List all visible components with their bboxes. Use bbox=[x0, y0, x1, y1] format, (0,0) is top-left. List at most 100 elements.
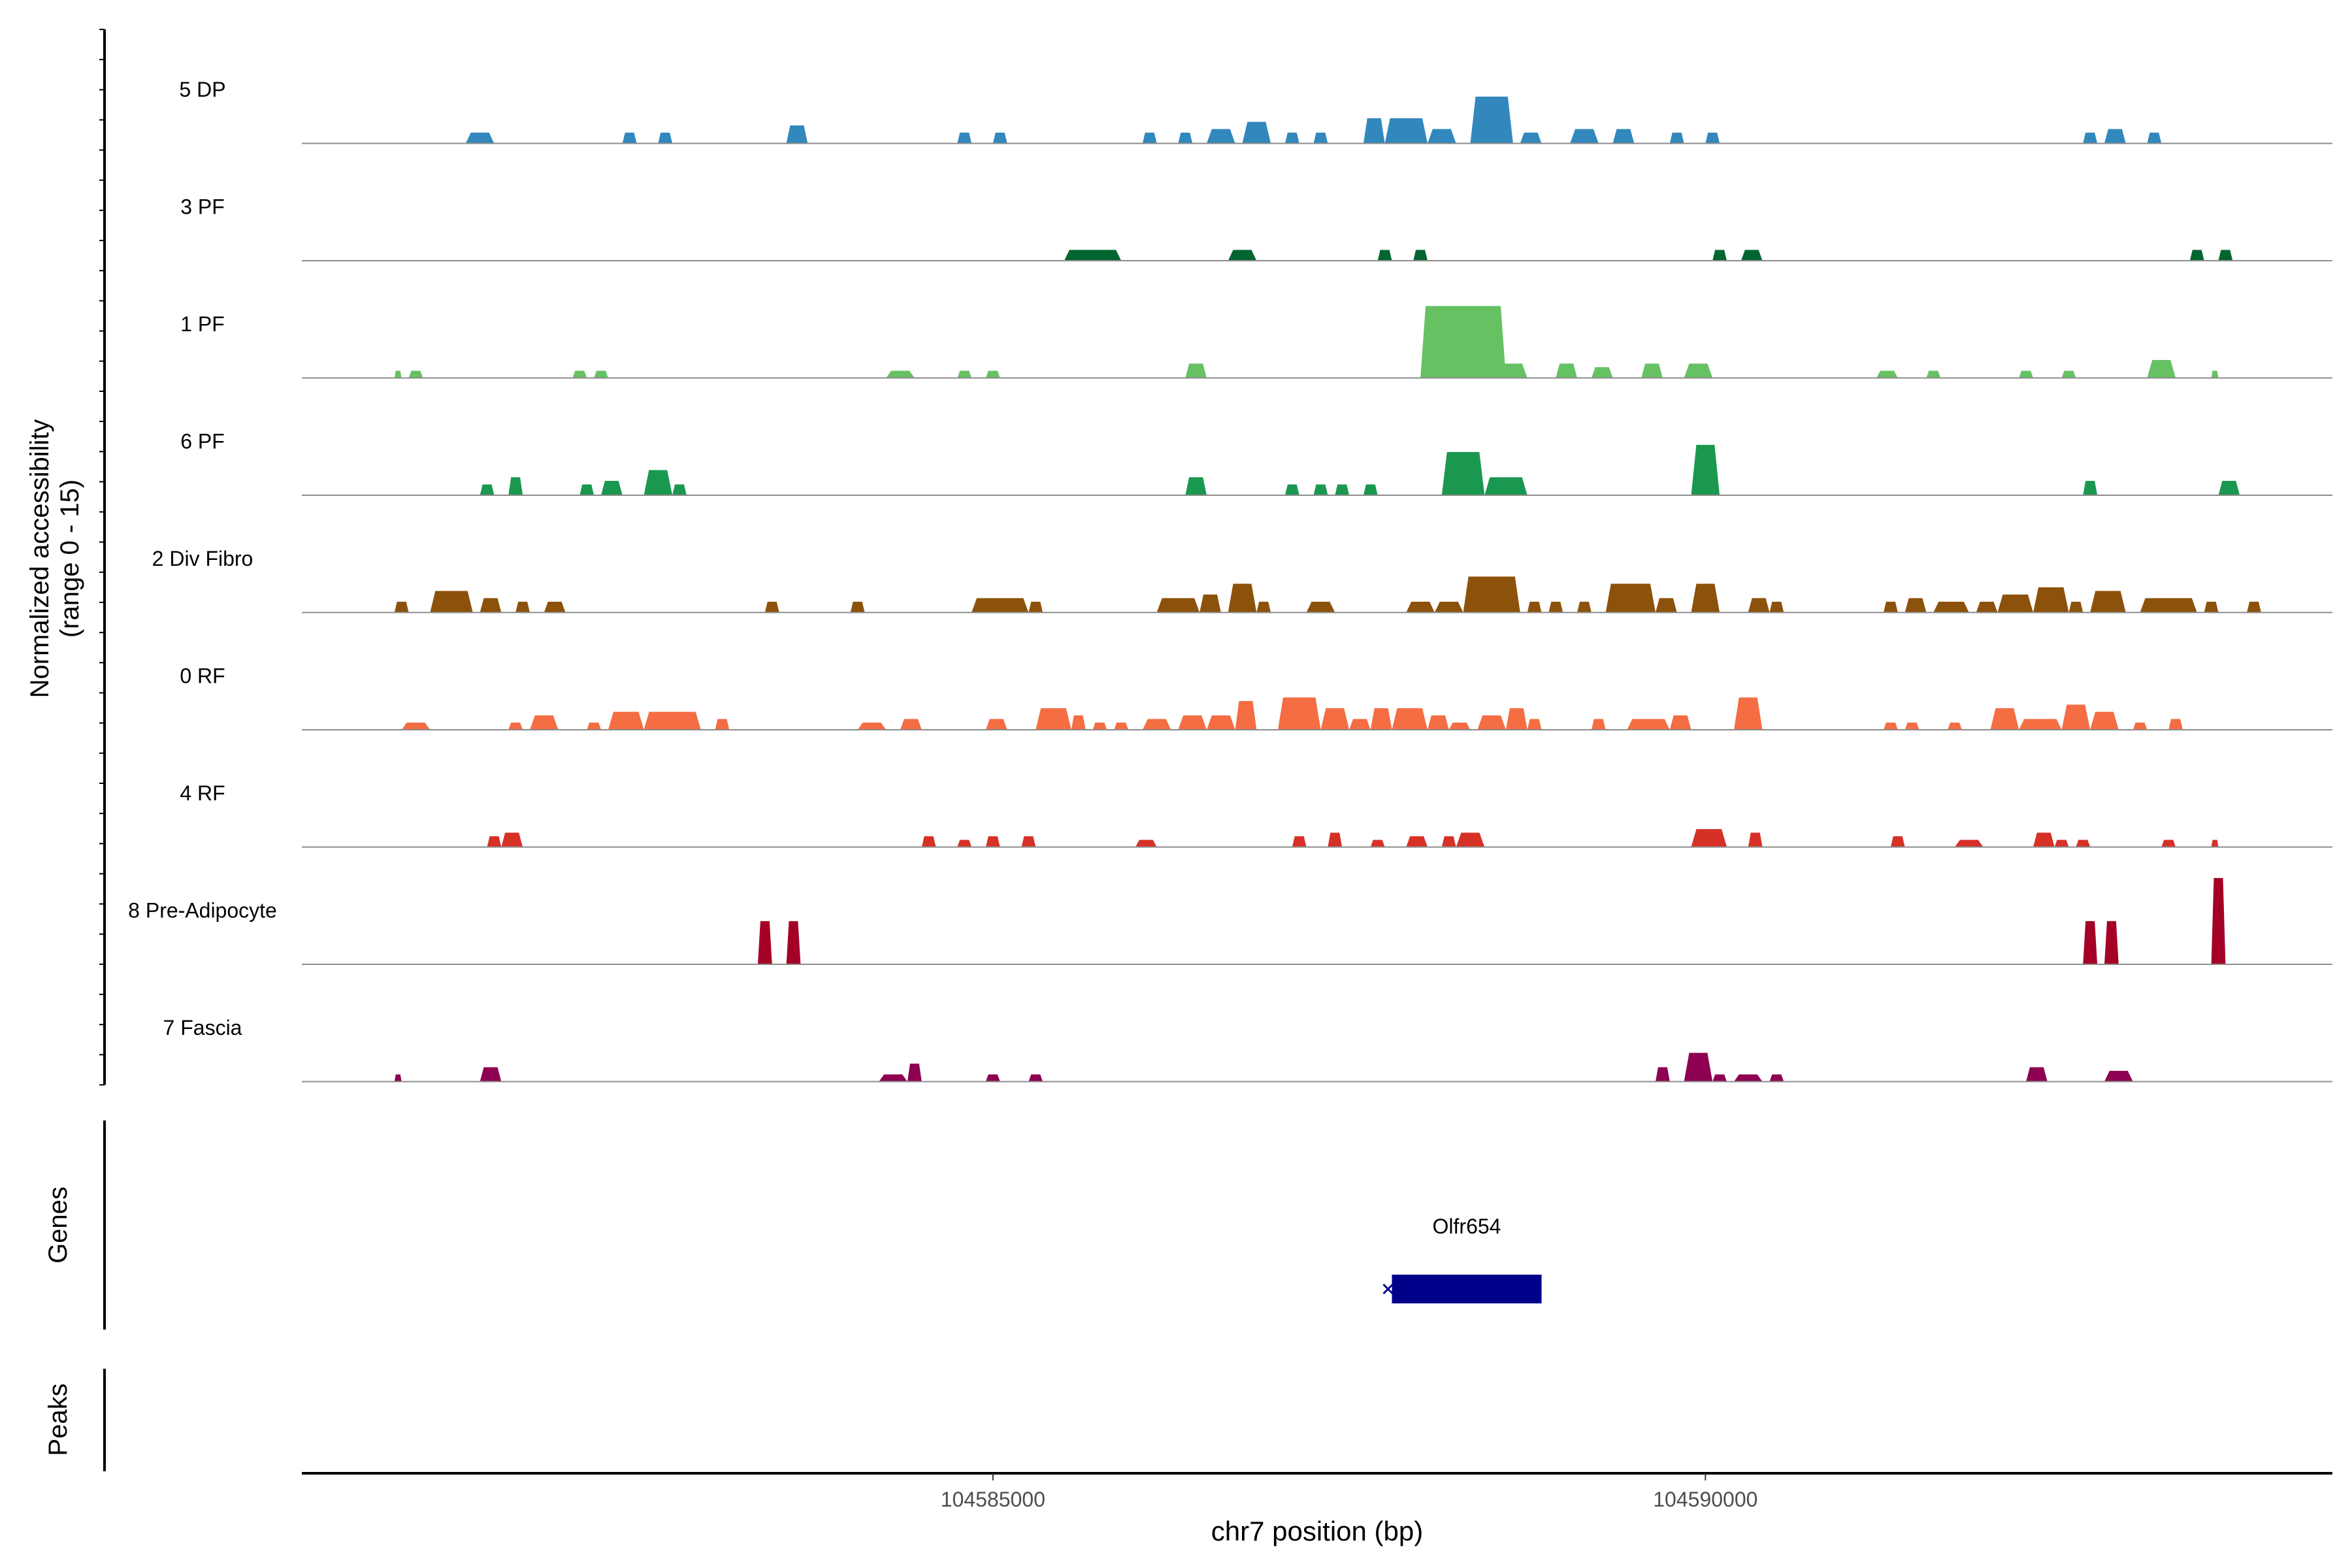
x-axis-tick-label: 104590000 bbox=[1653, 1488, 1757, 1511]
coverage-peak bbox=[2033, 587, 2069, 613]
coverage-peak bbox=[1028, 602, 1043, 613]
track-0-rf: 0 RF bbox=[180, 664, 2332, 730]
coverage-peak bbox=[1748, 598, 1770, 613]
coverage-peak bbox=[608, 711, 644, 730]
coverage-peak bbox=[1242, 122, 1271, 144]
coverage-peak bbox=[1256, 602, 1271, 613]
coverage-peak bbox=[2090, 711, 2119, 730]
coverage-peak bbox=[2132, 723, 2148, 730]
coverage-peak bbox=[465, 133, 495, 144]
coverage-peak bbox=[1306, 602, 1335, 613]
coverage-peak bbox=[1933, 602, 1969, 613]
coverage-peak bbox=[480, 1067, 502, 1082]
coverage-peak bbox=[430, 591, 473, 613]
coverage-peak bbox=[1684, 1053, 1713, 1082]
coverage-peak bbox=[508, 723, 523, 730]
coverage-peak bbox=[1320, 708, 1350, 730]
track-label: 4 RF bbox=[180, 781, 225, 805]
coverage-peak bbox=[1605, 583, 1656, 613]
track-3-pf: 3 PF bbox=[180, 195, 2332, 261]
coverage-peak bbox=[1734, 1074, 1763, 1082]
coverage-peak bbox=[1948, 723, 1962, 730]
coverage-peak bbox=[2218, 250, 2233, 261]
coverage-peak bbox=[2147, 360, 2176, 378]
coverage-peak bbox=[1904, 598, 1927, 613]
gene-name-label: Olfr654 bbox=[1433, 1215, 1501, 1238]
track-label: 3 PF bbox=[180, 195, 225, 219]
track-label: 6 PF bbox=[180, 430, 225, 453]
coverage-peak bbox=[1691, 583, 1720, 613]
coverage-peak bbox=[1392, 708, 1428, 730]
coverage-peak bbox=[1200, 595, 1221, 613]
genes-panel-label: Genes bbox=[44, 1186, 73, 1264]
coverage-peak bbox=[921, 836, 936, 847]
coverage-peak bbox=[2061, 370, 2076, 378]
x-axis-title: chr7 position (bp) bbox=[1211, 1516, 1424, 1546]
coverage-peak bbox=[1313, 484, 1328, 495]
coverage-peak bbox=[1884, 723, 1898, 730]
coverage-peak bbox=[2211, 877, 2226, 964]
coverage-peak bbox=[2218, 481, 2240, 495]
coverage-peak bbox=[1156, 598, 1200, 613]
gene-models: Olfr654 bbox=[1382, 1215, 1542, 1303]
coverage-peak bbox=[2247, 602, 2261, 613]
peaks-panel: Peaks bbox=[44, 1369, 106, 1471]
coverage-peak bbox=[1955, 840, 1984, 847]
coverage-peak bbox=[2083, 481, 2098, 495]
coverage-peak bbox=[2104, 921, 2119, 964]
coverage-peak bbox=[587, 723, 601, 730]
coverage-peak bbox=[1656, 1067, 1670, 1082]
coverage-peak bbox=[1556, 363, 1577, 378]
gene-exon bbox=[1392, 1275, 1542, 1303]
coverage-peak bbox=[1292, 836, 1307, 847]
coverage-peak bbox=[1748, 832, 1763, 847]
coverage-peak bbox=[1506, 708, 1527, 730]
coverage-peak bbox=[1684, 363, 1713, 378]
coverage-peak bbox=[1570, 129, 1599, 144]
coverage-peak bbox=[480, 484, 495, 495]
coverage-peak bbox=[1656, 598, 1677, 613]
coverage-peak bbox=[757, 921, 772, 964]
coverage-peak bbox=[1577, 602, 1592, 613]
coverage-peak bbox=[1349, 719, 1371, 730]
coverage-peak bbox=[658, 133, 673, 144]
coverage-peak bbox=[2211, 840, 2219, 847]
track-label: 8 Pre-Adipocyte bbox=[128, 899, 277, 923]
coverage-peak bbox=[394, 602, 409, 613]
coverage-peak bbox=[644, 470, 673, 495]
track-label: 1 PF bbox=[180, 312, 225, 336]
coverage-peak bbox=[1740, 250, 1763, 261]
coverage-peak bbox=[907, 1064, 922, 1082]
peaks-panel-label: Peaks bbox=[44, 1383, 73, 1456]
coverage-peak bbox=[1548, 602, 1563, 613]
coverage-peak bbox=[1185, 477, 1207, 495]
coverage-peak bbox=[1178, 715, 1207, 730]
track-5-dp: 5 DP bbox=[179, 78, 2332, 144]
coverage-peak bbox=[1627, 719, 1670, 730]
coverage-peak bbox=[786, 921, 801, 964]
coverage-peak bbox=[900, 719, 922, 730]
track-8-pre-adipocyte: 8 Pre-Adipocyte bbox=[128, 877, 2332, 965]
coverage-peak bbox=[1377, 250, 1392, 261]
gene-olfr654: Olfr654 bbox=[1382, 1215, 1542, 1303]
coverage-peak bbox=[1428, 715, 1449, 730]
coverage-peak bbox=[972, 598, 1029, 613]
coverage-peak bbox=[1142, 719, 1171, 730]
coverage-peak bbox=[1527, 602, 1542, 613]
coverage-peak bbox=[1335, 484, 1350, 495]
coverage-peak bbox=[401, 723, 431, 730]
coverage-peak bbox=[1976, 602, 1998, 613]
coverage-peak bbox=[1036, 708, 1071, 730]
coverage-peak bbox=[2054, 840, 2069, 847]
coverage-peak bbox=[1591, 719, 1606, 730]
coverage-peak bbox=[1876, 370, 1898, 378]
coverage-y-axis bbox=[99, 29, 106, 1086]
coverage-peak bbox=[1441, 836, 1456, 847]
coverage-peak bbox=[1691, 444, 1720, 495]
coverage-peak bbox=[2019, 370, 2033, 378]
coverage-peak bbox=[1370, 840, 1385, 847]
coverage-peak bbox=[1028, 1074, 1043, 1082]
coverage-peak bbox=[715, 719, 730, 730]
genes-panel: Genes Olfr654 bbox=[44, 1120, 1542, 1330]
